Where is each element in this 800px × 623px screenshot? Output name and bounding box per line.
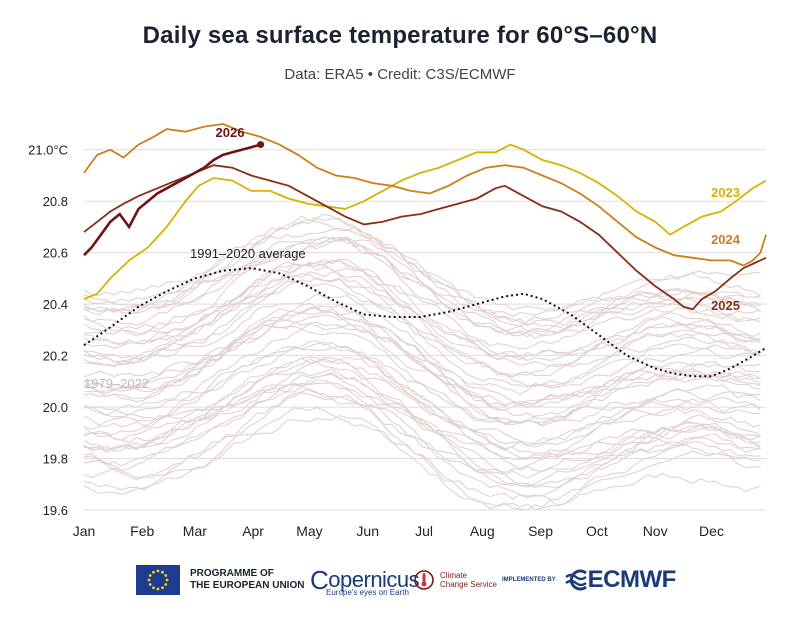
background-year-line	[83, 236, 761, 338]
annotation-label: 2023	[711, 185, 740, 200]
background-year-line	[83, 407, 761, 511]
background-year-line	[83, 262, 761, 367]
y-tick-label: 20.4	[43, 297, 68, 312]
background-year-line	[83, 308, 761, 407]
background-year-line	[83, 358, 761, 460]
ecmwf-wave-icon	[564, 569, 587, 591]
annotation-label: 1979–2022	[84, 376, 149, 391]
annotation-label: 2024	[711, 232, 741, 247]
background-year-line	[83, 388, 761, 501]
ccs-text: Climate Change Service	[440, 571, 497, 589]
background-year-line	[83, 341, 761, 451]
latest-point-marker	[257, 141, 265, 149]
background-year-line	[83, 307, 761, 423]
background-year-line	[83, 218, 761, 327]
x-tick-label: May	[296, 523, 322, 539]
y-axis-labels: 19.6 19.8 20.0 20.2 20.4 20.6 20.8 21.0°C	[28, 143, 68, 518]
series-annotations: 2026 2023 2024 2025 1991–2020 average 1979–20…	[84, 125, 741, 391]
background-year-line	[83, 258, 761, 350]
x-tick-label: Dec	[699, 523, 724, 539]
background-year-line	[83, 236, 761, 330]
implemented-by-text: IMPLEMENTED BY	[502, 577, 556, 583]
background-year-line	[83, 302, 761, 420]
y-tick-label: 20.8	[43, 194, 68, 209]
background-year-line	[83, 227, 761, 327]
background-years	[83, 213, 761, 511]
annotation-label: 2026	[216, 125, 245, 140]
y-tick-label: 19.6	[43, 503, 68, 518]
ecmwf-wordmark: ECMWF	[587, 566, 677, 593]
background-year-line	[83, 382, 761, 497]
background-year-line	[83, 392, 761, 487]
annotation-label: 2025	[711, 298, 740, 313]
x-tick-label: Nov	[643, 523, 668, 539]
background-year-line	[83, 219, 761, 312]
y-tick-label: 21.0°C	[28, 143, 68, 158]
annotation-label: 1991–2020 average	[190, 246, 306, 261]
background-year-line	[83, 267, 761, 361]
background-year-line	[83, 258, 761, 358]
x-axis-labels: Jan Feb Mar Apr May Jun Jul Aug Sep Oct Nov Dec	[73, 523, 724, 539]
copernicus-c-icon: C	[310, 564, 329, 595]
thermometer-globe-icon	[414, 570, 434, 590]
background-year-line	[83, 356, 761, 448]
series-line-2024	[83, 123, 767, 267]
x-tick-label: Oct	[586, 523, 608, 539]
background-year-line	[83, 293, 761, 396]
series-line-2025	[83, 164, 767, 311]
ecmwf-logo: IMPLEMENTED BY ECMWF	[502, 562, 676, 598]
x-tick-label: Jul	[415, 523, 433, 539]
eu-programme-text: PROGRAMME OF THE EUROPEAN UNION	[190, 568, 305, 591]
background-year-line	[83, 273, 761, 377]
x-tick-label: Sep	[528, 523, 553, 539]
chart-title: Daily sea surface temperature for 60°S–6…	[142, 22, 658, 49]
x-tick-label: Mar	[183, 523, 207, 539]
x-tick-label: Jun	[356, 523, 379, 539]
copernicus-logo: C opernicus Europe's eyes on Earth	[310, 562, 420, 598]
background-year-line	[83, 321, 761, 411]
y-tick-label: 19.8	[43, 452, 68, 467]
background-year-line	[83, 414, 761, 511]
x-tick-label: Jan	[73, 523, 96, 539]
x-tick-label: Aug	[470, 523, 495, 539]
copernicus-wordmark: opernicus	[328, 567, 420, 592]
copernicus-tagline: Europe's eyes on Earth	[326, 588, 409, 597]
background-year-line	[83, 236, 761, 337]
series-line-2026	[83, 143, 261, 257]
series-line-2023	[83, 143, 767, 300]
x-tick-label: Feb	[130, 523, 154, 539]
background-year-line	[83, 345, 761, 444]
ccs-logo: Climate Change Service	[414, 562, 497, 598]
y-tick-label: 20.0	[43, 400, 68, 415]
background-year-line	[83, 328, 761, 427]
eu-flag-icon	[136, 565, 180, 595]
series-lines	[83, 123, 767, 378]
background-year-line	[83, 385, 761, 489]
eu-logo: PROGRAMME OF THE EUROPEAN UNION	[136, 562, 304, 598]
background-year-line	[83, 357, 761, 457]
chart-subtitle: Data: ERA5 • Credit: C3S/ECMWF	[284, 66, 516, 83]
background-year-line	[83, 373, 761, 479]
background-year-line	[83, 356, 761, 459]
y-tick-label: 20.6	[43, 246, 68, 261]
y-tick-label: 20.2	[43, 349, 68, 364]
background-year-line	[83, 314, 761, 409]
x-tick-label: Apr	[242, 523, 264, 539]
background-year-line	[83, 264, 761, 378]
grid-lines	[84, 149, 766, 511]
